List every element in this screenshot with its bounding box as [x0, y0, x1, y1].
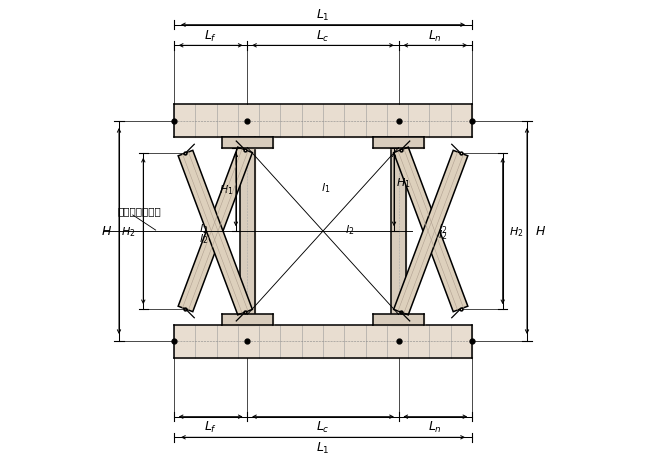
Text: $l_2$: $l_2$ [437, 222, 447, 235]
Text: $H_1$: $H_1$ [218, 183, 233, 197]
Text: $H$: $H$ [536, 225, 547, 238]
Text: $H_2$: $H_2$ [121, 225, 136, 238]
Text: $H_2$: $H_2$ [509, 225, 524, 238]
Polygon shape [222, 138, 273, 148]
Text: $l_2$: $l_2$ [199, 222, 209, 235]
Polygon shape [174, 325, 472, 358]
Polygon shape [373, 138, 424, 148]
Polygon shape [174, 105, 472, 138]
Text: $l_2$: $l_2$ [199, 232, 209, 246]
Text: $L_1$: $L_1$ [316, 8, 330, 23]
Polygon shape [393, 151, 468, 315]
Polygon shape [178, 148, 253, 312]
Text: $H$: $H$ [101, 225, 112, 238]
Polygon shape [373, 315, 424, 325]
Text: $L_n$: $L_n$ [428, 29, 443, 44]
Text: $L_c$: $L_c$ [316, 29, 330, 44]
Text: $L_f$: $L_f$ [204, 419, 217, 434]
Polygon shape [393, 148, 468, 312]
Text: $L_c$: $L_c$ [316, 419, 330, 434]
Text: 横联下弦中心线: 横联下弦中心线 [118, 206, 162, 216]
Polygon shape [240, 138, 255, 325]
Text: $L_n$: $L_n$ [428, 419, 443, 434]
Text: $l_2$: $l_2$ [437, 228, 447, 241]
Text: $l_1$: $l_1$ [320, 181, 330, 195]
Text: $H_1$: $H_1$ [397, 176, 411, 190]
Polygon shape [222, 315, 273, 325]
Polygon shape [178, 151, 253, 315]
Text: $L_f$: $L_f$ [204, 29, 217, 44]
Text: $L_1$: $L_1$ [316, 440, 330, 455]
Polygon shape [391, 138, 406, 325]
Text: $l_2$: $l_2$ [345, 222, 354, 236]
